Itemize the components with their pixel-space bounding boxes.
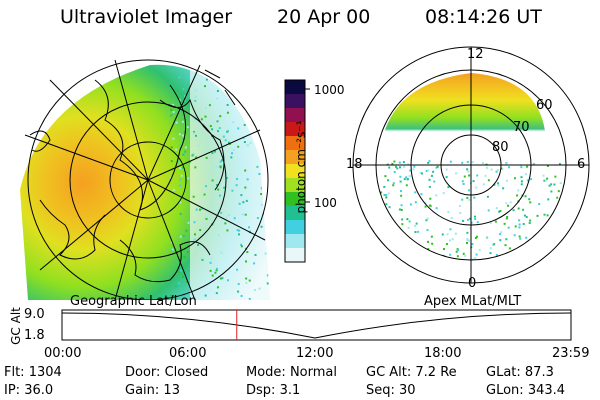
colorbar-cell bbox=[285, 94, 305, 109]
altitude-xtick-0: 00:00 bbox=[44, 346, 82, 361]
colorbar-unit-label: photon cm⁻²s⁻¹ bbox=[294, 120, 308, 214]
mlat-label-60: 60 bbox=[536, 98, 553, 113]
colorbar-cell bbox=[285, 80, 305, 95]
colorbar-cell bbox=[285, 234, 305, 249]
altitude-ylabel: GC Alt bbox=[9, 307, 23, 345]
colorbar-cell bbox=[285, 150, 305, 165]
mlt-label-18: 18 bbox=[346, 157, 363, 172]
colorbar bbox=[284, 79, 310, 263]
colorbar-cell bbox=[285, 206, 305, 221]
status-seq: Seq: 30 bbox=[366, 383, 416, 398]
mlt-label-12: 12 bbox=[467, 47, 484, 62]
magnetic-polar-plot bbox=[352, 46, 590, 284]
geographic-caption: Geographic Lat/Lon bbox=[70, 294, 197, 309]
colorbar-cell bbox=[285, 122, 305, 137]
altitude-xtick-2: 12:00 bbox=[296, 346, 334, 361]
colorbar-cell bbox=[285, 248, 305, 263]
geographic-image bbox=[20, 59, 270, 300]
time-label: 08:14:26 UT bbox=[425, 6, 542, 28]
colorbar-tick-1000: 1000 bbox=[314, 83, 345, 97]
colorbar-cell bbox=[285, 164, 305, 179]
status-mode: Mode: Normal bbox=[246, 365, 337, 380]
altitude-ytick-top: 9.0 bbox=[24, 307, 45, 322]
altitude-xtick-1: 06:00 bbox=[169, 346, 207, 361]
status-flt: Flt: 1304 bbox=[4, 365, 62, 380]
colorbar-cell bbox=[285, 220, 305, 235]
instrument-title: Ultraviolet Imager bbox=[60, 6, 233, 28]
colorbar-cell bbox=[285, 192, 305, 207]
mlat-label-70: 70 bbox=[513, 120, 530, 135]
altitude-ytick-bottom: 1.8 bbox=[24, 328, 45, 343]
mlat-label-80: 80 bbox=[492, 140, 509, 155]
status-gain: Gain: 13 bbox=[125, 383, 180, 398]
colorbar-cell bbox=[285, 136, 305, 151]
mlt-label-0: 0 bbox=[468, 276, 477, 291]
altitude-xtick-4: 23:59 bbox=[552, 346, 590, 361]
apex-caption: Apex MLat/MLT bbox=[424, 294, 522, 309]
mlt-label-6: 6 bbox=[577, 157, 586, 172]
date-label: 20 Apr 00 bbox=[277, 6, 371, 28]
colorbar-cell bbox=[285, 178, 305, 193]
colorbar-cell bbox=[285, 108, 305, 123]
lat-lon-grid bbox=[24, 59, 269, 300]
status-gc-alt: GC Alt: 7.2 Re bbox=[366, 365, 457, 380]
status-glat: GLat: 87.3 bbox=[486, 365, 554, 380]
colorbar-tick-100: 100 bbox=[314, 196, 337, 210]
status-dsp: Dsp: 3.1 bbox=[246, 383, 301, 398]
status-door: Door: Closed bbox=[125, 365, 209, 380]
altitude-xtick-3: 18:00 bbox=[424, 346, 462, 361]
altitude-plot bbox=[61, 309, 572, 341]
status-glon: GLon: 343.4 bbox=[486, 383, 566, 398]
status-ip: IP: 36.0 bbox=[4, 383, 54, 398]
